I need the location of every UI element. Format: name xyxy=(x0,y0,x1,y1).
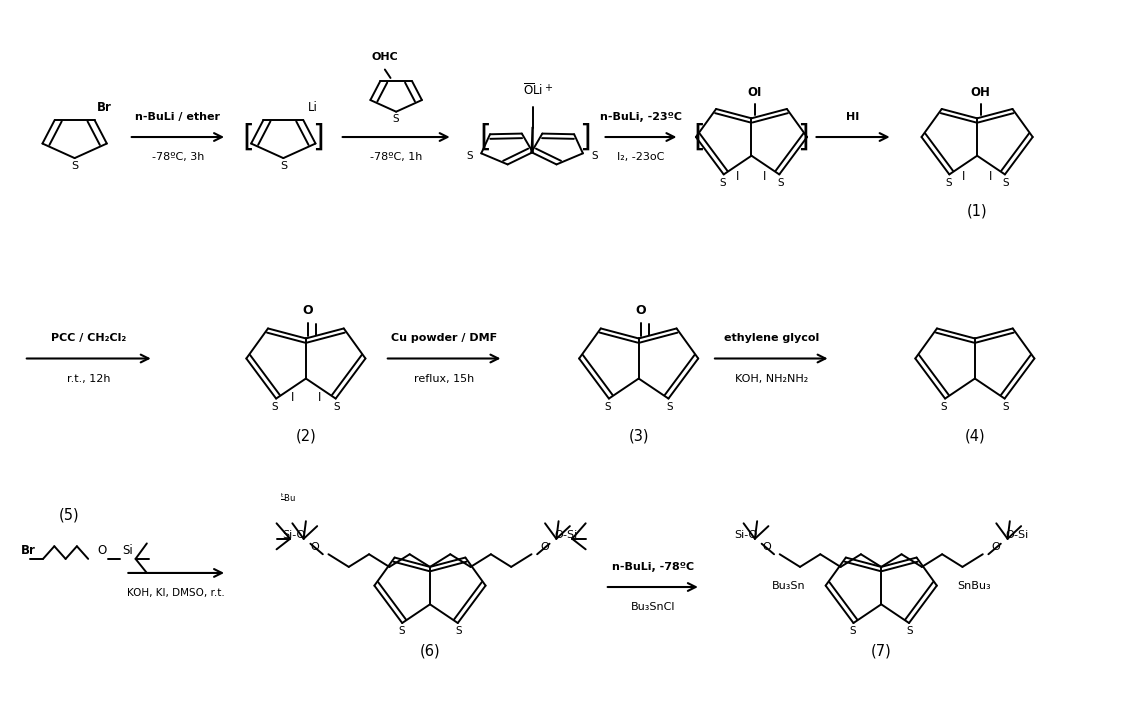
Text: O: O xyxy=(540,542,549,552)
Text: S: S xyxy=(666,402,673,412)
Text: I: I xyxy=(989,170,992,183)
Text: S: S xyxy=(272,402,279,412)
Text: Br: Br xyxy=(21,543,35,557)
Text: O-Si: O-Si xyxy=(554,530,578,540)
Text: I: I xyxy=(962,170,965,183)
Text: O: O xyxy=(303,305,313,318)
Text: S: S xyxy=(592,151,598,161)
Text: [: [ xyxy=(693,123,706,151)
Text: Br: Br xyxy=(97,101,112,114)
Text: Si-O: Si-O xyxy=(282,530,306,540)
Text: S: S xyxy=(946,178,951,188)
Text: S: S xyxy=(393,115,400,125)
Text: Si-O: Si-O xyxy=(734,530,757,540)
Text: I: I xyxy=(291,391,293,404)
Text: (3): (3) xyxy=(628,429,649,444)
Text: O: O xyxy=(636,305,646,318)
Text: O-Si: O-Si xyxy=(1005,530,1029,540)
Text: S: S xyxy=(1003,402,1008,412)
Text: I: I xyxy=(317,391,321,404)
Text: (2): (2) xyxy=(296,429,316,444)
Text: (4): (4) xyxy=(965,429,986,444)
Text: S: S xyxy=(456,627,463,637)
Text: S: S xyxy=(941,402,948,412)
Text: SnBu₃: SnBu₃ xyxy=(957,581,991,591)
Text: S: S xyxy=(604,402,611,412)
Text: S: S xyxy=(907,627,914,637)
Text: S: S xyxy=(850,627,855,637)
Text: S: S xyxy=(71,161,78,171)
Text: S: S xyxy=(719,178,726,188)
Text: n-BuLi, -78ºC: n-BuLi, -78ºC xyxy=(612,561,694,571)
Text: Si: Si xyxy=(122,543,132,557)
Text: O: O xyxy=(311,542,320,552)
Text: S: S xyxy=(777,178,783,188)
Text: $\sf\frac{t}{\ }Bu$: $\sf\frac{t}{\ }Bu$ xyxy=(280,491,296,503)
Text: n-BuLi, -23ºC: n-BuLi, -23ºC xyxy=(600,112,682,122)
Text: KOH, KI, DMSO, r.t.: KOH, KI, DMSO, r.t. xyxy=(127,589,225,599)
Text: -78ºC, 1h: -78ºC, 1h xyxy=(370,153,423,163)
Text: OH: OH xyxy=(971,85,990,99)
Text: O: O xyxy=(762,542,771,552)
Text: I₂, -23oC: I₂, -23oC xyxy=(618,153,665,163)
Text: O: O xyxy=(991,542,1000,552)
Text: $\overline{\rm O}$Li: $\overline{\rm O}$Li xyxy=(523,82,542,98)
Text: r.t., 12h: r.t., 12h xyxy=(67,374,111,384)
Text: (1): (1) xyxy=(967,204,988,219)
Text: PCC / CH₂Cl₂: PCC / CH₂Cl₂ xyxy=(51,333,127,343)
Text: I: I xyxy=(737,170,740,183)
Text: Bu₃SnCl: Bu₃SnCl xyxy=(630,602,675,612)
Text: Li: Li xyxy=(308,101,319,114)
Text: [: [ xyxy=(480,123,491,151)
Text: S: S xyxy=(333,402,340,412)
Text: ]: ] xyxy=(579,123,590,151)
Text: ]: ] xyxy=(797,123,810,151)
Text: +: + xyxy=(545,82,553,92)
Text: reflux, 15h: reflux, 15h xyxy=(413,374,474,384)
Text: Cu powder / DMF: Cu powder / DMF xyxy=(391,333,497,343)
Text: -78ºC, 3h: -78ºC, 3h xyxy=(152,153,204,163)
Text: ethylene glycol: ethylene glycol xyxy=(724,333,819,343)
Text: (6): (6) xyxy=(419,643,441,658)
Text: O: O xyxy=(97,543,106,557)
Text: Bu₃Sn: Bu₃Sn xyxy=(772,581,805,591)
Text: [: [ xyxy=(242,123,255,151)
Text: OHC: OHC xyxy=(371,52,399,62)
Text: (5): (5) xyxy=(58,508,79,522)
Text: HI: HI xyxy=(846,112,860,122)
Text: (7): (7) xyxy=(871,643,892,658)
Text: S: S xyxy=(1003,178,1010,188)
Text: KOH, NH₂NH₂: KOH, NH₂NH₂ xyxy=(734,374,807,384)
Text: S: S xyxy=(466,151,473,161)
Text: n-BuLi / ether: n-BuLi / ether xyxy=(136,112,220,122)
Text: S: S xyxy=(280,161,287,171)
Text: S: S xyxy=(397,627,404,637)
Text: I: I xyxy=(763,170,766,183)
Text: ]: ] xyxy=(313,123,324,151)
Text: OI: OI xyxy=(748,85,762,99)
